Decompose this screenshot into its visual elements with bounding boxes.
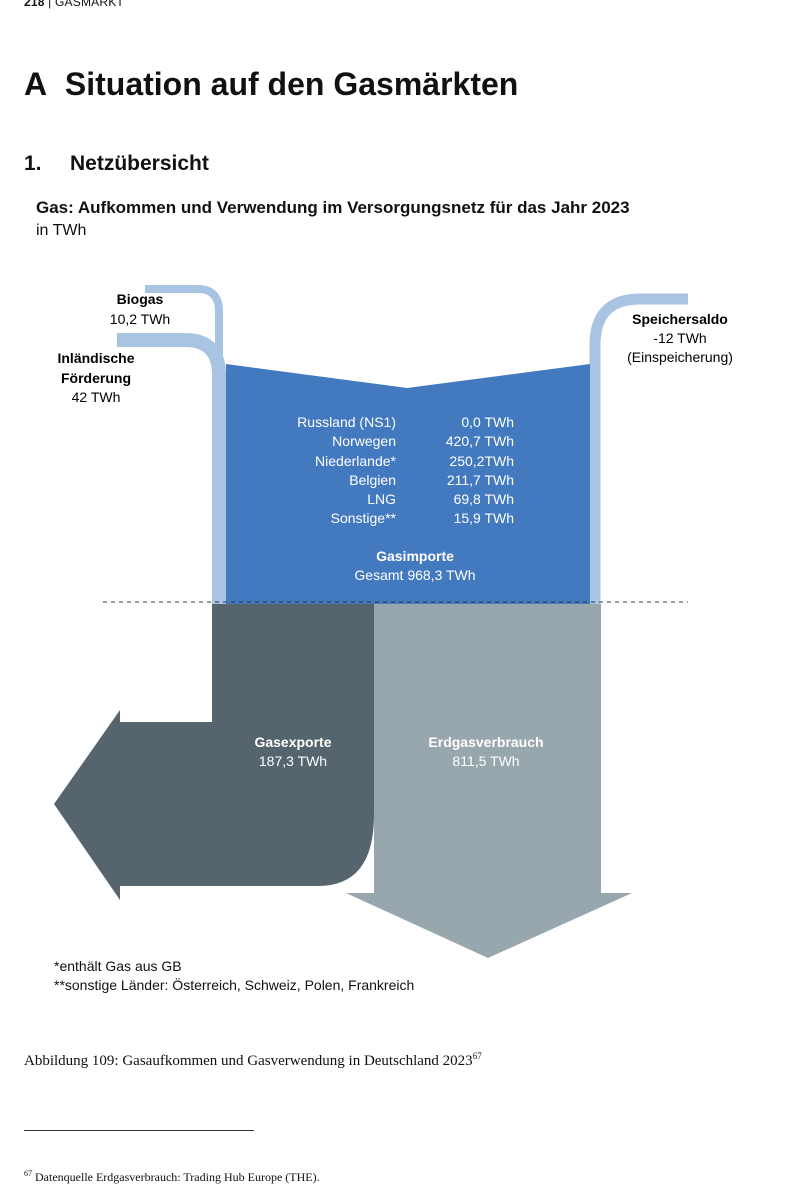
section-title: 1. Netzübersicht (24, 152, 209, 176)
storage-value: -12 TWh (653, 330, 706, 346)
inland-label-line1: Inländische (57, 350, 134, 366)
import-value: 420,7 TWh (446, 433, 514, 449)
chapter-title-text: Situation auf den Gasmärkten (64, 66, 519, 102)
exports-label: Gasexporte (254, 734, 331, 750)
import-country: Norwegen (332, 433, 396, 449)
import-value: 69,8 TWh (454, 491, 514, 507)
section-number: 1. (24, 152, 42, 175)
figure-title: Gas: Aufkommen und Verwendung im Versorg… (36, 198, 630, 217)
imports-block (226, 364, 590, 604)
import-value: 250,2TWh (449, 453, 514, 469)
section-name: GASMARKT (55, 0, 124, 9)
inland-value: 42 TWh (72, 389, 121, 405)
exports-arrow (54, 604, 374, 900)
imports-title: Gasimporte (376, 548, 454, 564)
footnote-number: 67 (24, 1169, 32, 1178)
biogas-flow (145, 285, 223, 368)
figure-caption: Abbildung 109: Gasaufkommen und Gasverwe… (24, 1051, 482, 1070)
chapter-letter: A (24, 66, 48, 102)
consumption-label: Erdgasverbrauch (428, 734, 543, 750)
biogas-value: 10,2 TWh (110, 311, 170, 327)
imports-total: Gesamt 968,3 TWh (354, 567, 475, 583)
import-country: Russland (NS1) (297, 414, 396, 430)
import-country: LNG (367, 491, 396, 507)
caption-text: Abbildung 109: Gasaufkommen und Gasverwe… (24, 1053, 473, 1069)
note-gb: *enthält Gas aus GB (54, 958, 182, 974)
note-other-countries: **sonstige Länder: Österreich, Schweiz, … (54, 977, 415, 993)
consumption-arrow (346, 604, 632, 958)
import-value: 211,7 TWh (447, 472, 514, 488)
footnote-text: Datenquelle Erdgasverbrauch: Trading Hub… (35, 1170, 320, 1184)
import-value: 15,9 TWh (454, 510, 514, 526)
import-country: Sonstige** (331, 510, 397, 526)
consumption-value: 811,5 TWh (452, 753, 519, 769)
import-country: Belgien (349, 472, 396, 488)
footnote: 67 Datenquelle Erdgasverbrauch: Trading … (24, 1169, 320, 1185)
page-number: 218 (24, 0, 45, 9)
storage-label: Speichersaldo (632, 311, 728, 327)
exports-value: 187,3 TWh (259, 753, 327, 769)
storage-flow (589, 293, 688, 604)
inland-production-flow (117, 333, 226, 604)
running-header: 218 | GASMARKT (24, 0, 124, 9)
biogas-label: Biogas (117, 291, 164, 307)
caption-footnote-ref[interactable]: 67 (472, 1051, 482, 1061)
import-value: 0,0 TWh (461, 414, 514, 430)
figure-unit: in TWh (36, 222, 87, 239)
section-title-text: Netzübersicht (70, 152, 209, 175)
imports-table: Russland (NS1) 0,0 TWh Norwegen 420,7 TW… (297, 414, 514, 526)
figure-notes: *enthält Gas aus GB **sonstige Länder: Ö… (54, 957, 414, 995)
footnote-rule (24, 1130, 254, 1131)
chapter-title: A Situation auf den Gasmärkten (24, 66, 518, 103)
storage-note: (Einspeicherung) (627, 349, 733, 365)
import-country: Niederlande* (315, 453, 396, 469)
inland-label-line2: Förderung (61, 370, 131, 386)
gas-flow-diagram: Biogas 10,2 TWh Inländische Förderung 42… (54, 285, 733, 958)
